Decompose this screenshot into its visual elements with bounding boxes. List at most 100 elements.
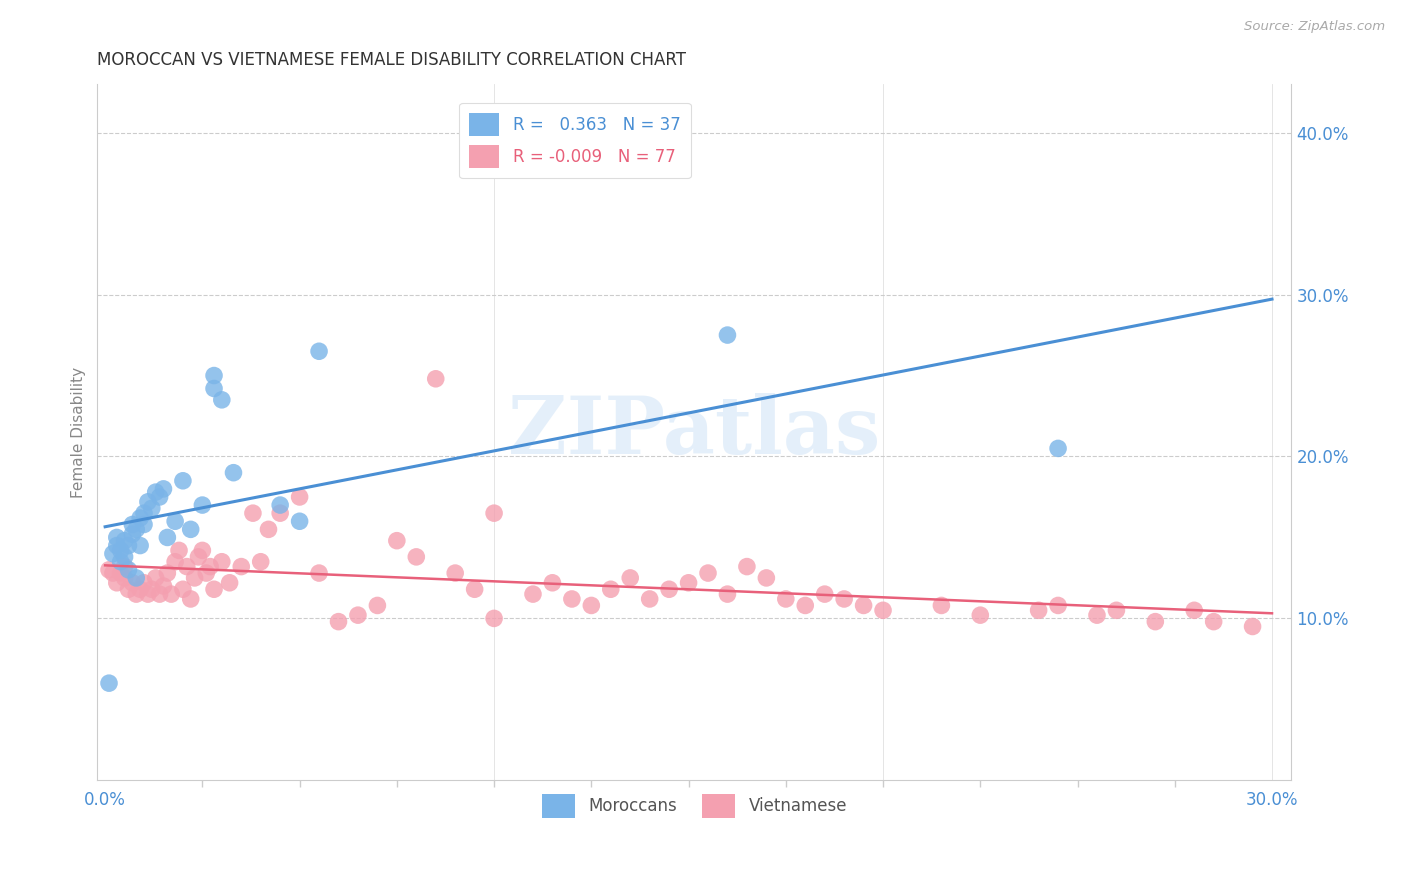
Point: [716, 328, 738, 343]
Point: [114, 559, 136, 574]
Point: [183, 571, 205, 585]
Point: [101, 566, 124, 580]
Point: [125, 522, 148, 536]
Point: [328, 615, 350, 629]
Point: [180, 591, 202, 606]
Point: [347, 608, 370, 623]
Point: [145, 571, 167, 585]
Point: [187, 549, 209, 564]
Point: [176, 559, 198, 574]
Point: [136, 495, 159, 509]
Point: [132, 517, 155, 532]
Point: [269, 498, 291, 512]
Point: [1047, 599, 1070, 613]
Point: [697, 566, 720, 580]
Point: [172, 582, 194, 597]
Point: [716, 587, 738, 601]
Point: [1202, 615, 1225, 629]
Point: [1144, 615, 1167, 629]
Point: [1047, 442, 1070, 456]
Point: [288, 490, 311, 504]
Point: [110, 543, 132, 558]
Point: [561, 591, 583, 606]
Point: [425, 372, 447, 386]
Point: [98, 563, 121, 577]
Point: [405, 549, 427, 564]
Point: [114, 533, 136, 548]
Legend: Moroccans, Vietnamese: Moroccans, Vietnamese: [534, 788, 853, 824]
Point: [114, 549, 136, 564]
Point: [191, 498, 214, 512]
Point: [160, 587, 183, 601]
Point: [105, 531, 128, 545]
Point: [288, 514, 311, 528]
Point: [969, 608, 991, 623]
Point: [242, 506, 264, 520]
Point: [132, 506, 155, 520]
Point: [832, 591, 855, 606]
Point: [1105, 603, 1128, 617]
Point: [599, 582, 621, 597]
Point: [218, 575, 240, 590]
Text: Source: ZipAtlas.com: Source: ZipAtlas.com: [1244, 20, 1385, 33]
Point: [482, 611, 505, 625]
Point: [121, 527, 143, 541]
Point: [211, 555, 233, 569]
Point: [1085, 608, 1108, 623]
Point: [152, 579, 174, 593]
Point: [165, 555, 187, 569]
Point: [678, 575, 700, 590]
Point: [308, 344, 330, 359]
Point: [308, 566, 330, 580]
Y-axis label: Female Disability: Female Disability: [72, 367, 86, 498]
Point: [202, 368, 225, 383]
Point: [658, 582, 681, 597]
Point: [129, 539, 152, 553]
Point: [129, 582, 152, 597]
Point: [1028, 603, 1050, 617]
Point: [794, 599, 817, 613]
Point: [444, 566, 467, 580]
Point: [117, 582, 139, 597]
Point: [98, 676, 121, 690]
Point: [136, 587, 159, 601]
Point: [619, 571, 641, 585]
Point: [522, 587, 544, 601]
Point: [211, 392, 233, 407]
Point: [1241, 619, 1264, 633]
Point: [180, 522, 202, 536]
Point: [872, 603, 894, 617]
Point: [132, 575, 155, 590]
Point: [117, 539, 139, 553]
Point: [121, 517, 143, 532]
Point: [231, 559, 253, 574]
Point: [167, 543, 190, 558]
Point: [464, 582, 486, 597]
Point: [385, 533, 408, 548]
Point: [141, 501, 163, 516]
Point: [156, 566, 179, 580]
Point: [125, 571, 148, 585]
Point: [366, 599, 388, 613]
Point: [152, 482, 174, 496]
Point: [202, 382, 225, 396]
Point: [141, 582, 163, 597]
Point: [249, 555, 271, 569]
Point: [121, 575, 143, 590]
Point: [114, 571, 136, 585]
Point: [145, 485, 167, 500]
Point: [638, 591, 661, 606]
Point: [735, 559, 758, 574]
Point: [852, 599, 875, 613]
Point: [110, 566, 132, 580]
Point: [101, 547, 124, 561]
Point: [105, 539, 128, 553]
Point: [110, 555, 132, 569]
Point: [105, 575, 128, 590]
Point: [541, 575, 564, 590]
Text: MOROCCAN VS VIETNAMESE FEMALE DISABILITY CORRELATION CHART: MOROCCAN VS VIETNAMESE FEMALE DISABILITY…: [97, 51, 686, 69]
Point: [149, 587, 172, 601]
Point: [202, 582, 225, 597]
Point: [165, 514, 187, 528]
Text: ZIPatlas: ZIPatlas: [509, 393, 880, 471]
